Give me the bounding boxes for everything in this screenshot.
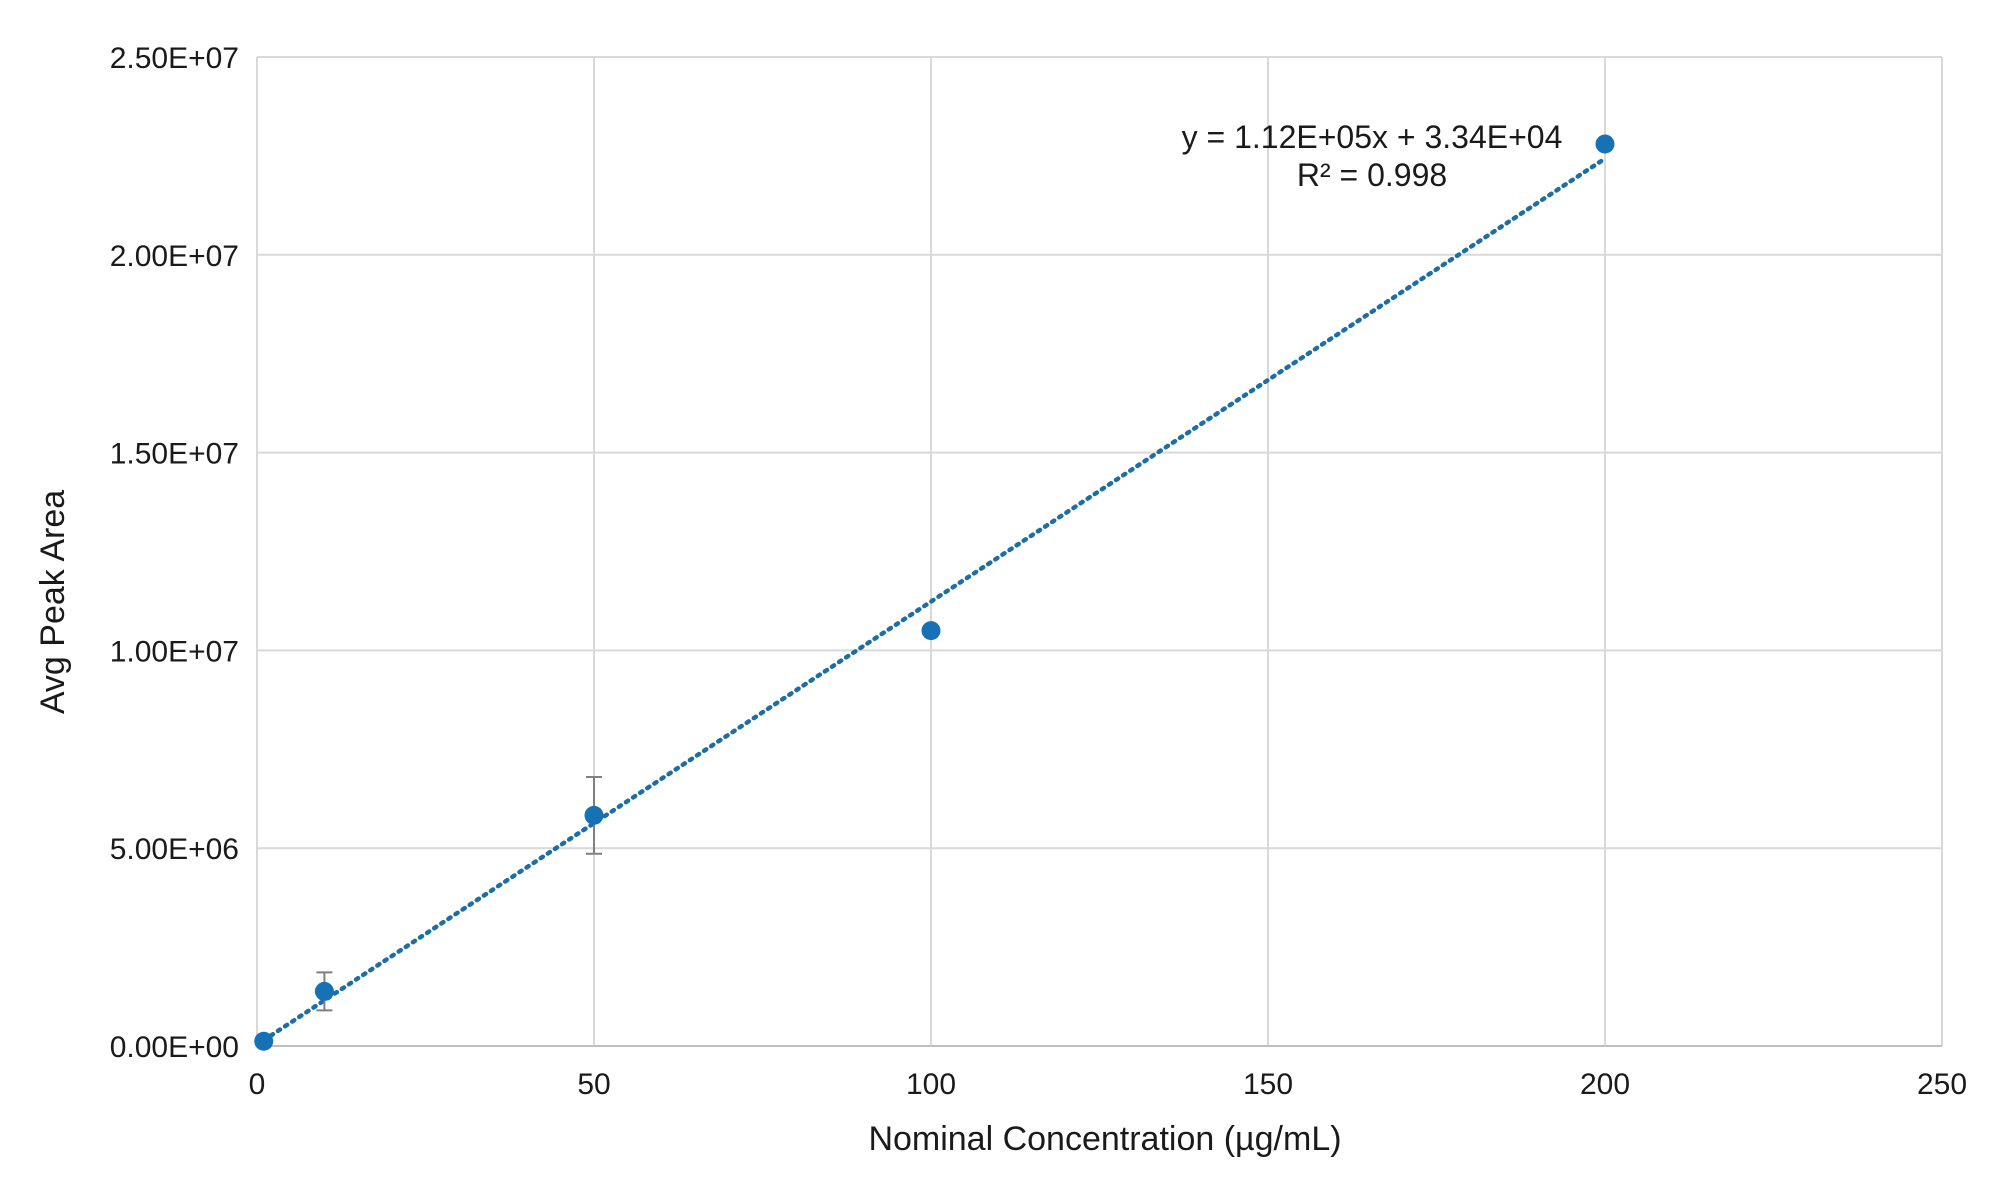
tick-label-layer: 0 50 100 150 200 250 0.00E+00 5.00E+06 1.00E+07 1… [110, 42, 1967, 1101]
r-squared-label: R² = 0.998 [1297, 157, 1447, 193]
trendline-layer [261, 156, 1608, 1043]
x-tick-label: 50 [577, 1068, 610, 1101]
y-axis-title: Avg Peak Area [34, 490, 72, 714]
y-tick-label: 0.00E+00 [110, 1031, 239, 1064]
y-tick-label: 1.50E+07 [110, 438, 239, 471]
x-tick-label: 100 [906, 1068, 956, 1101]
y-tick-label: 5.00E+06 [110, 833, 239, 866]
data-point [254, 1031, 274, 1051]
x-tick-label: 150 [1243, 1068, 1293, 1101]
trendline [261, 156, 1608, 1043]
x-tick-label: 250 [1917, 1068, 1967, 1101]
grid-layer [256, 56, 1943, 1046]
data-point-layer [254, 134, 1615, 1051]
data-point [921, 621, 941, 641]
data-point [314, 981, 334, 1001]
x-axis-title: Nominal Concentration (µg/mL) [868, 1120, 1341, 1158]
x-tick-label: 200 [1580, 1068, 1630, 1101]
data-point [1595, 134, 1615, 154]
y-tick-label: 1.00E+07 [110, 635, 239, 668]
data-point [584, 805, 604, 825]
y-tick-label: 2.00E+07 [110, 240, 239, 273]
trendline-equation: y = 1.12E+05x + 3.34E+04 [1182, 119, 1563, 155]
y-tick-label: 2.50E+07 [110, 42, 239, 75]
x-tick-label: 0 [249, 1068, 266, 1101]
axis-layer [256, 57, 1942, 1047]
